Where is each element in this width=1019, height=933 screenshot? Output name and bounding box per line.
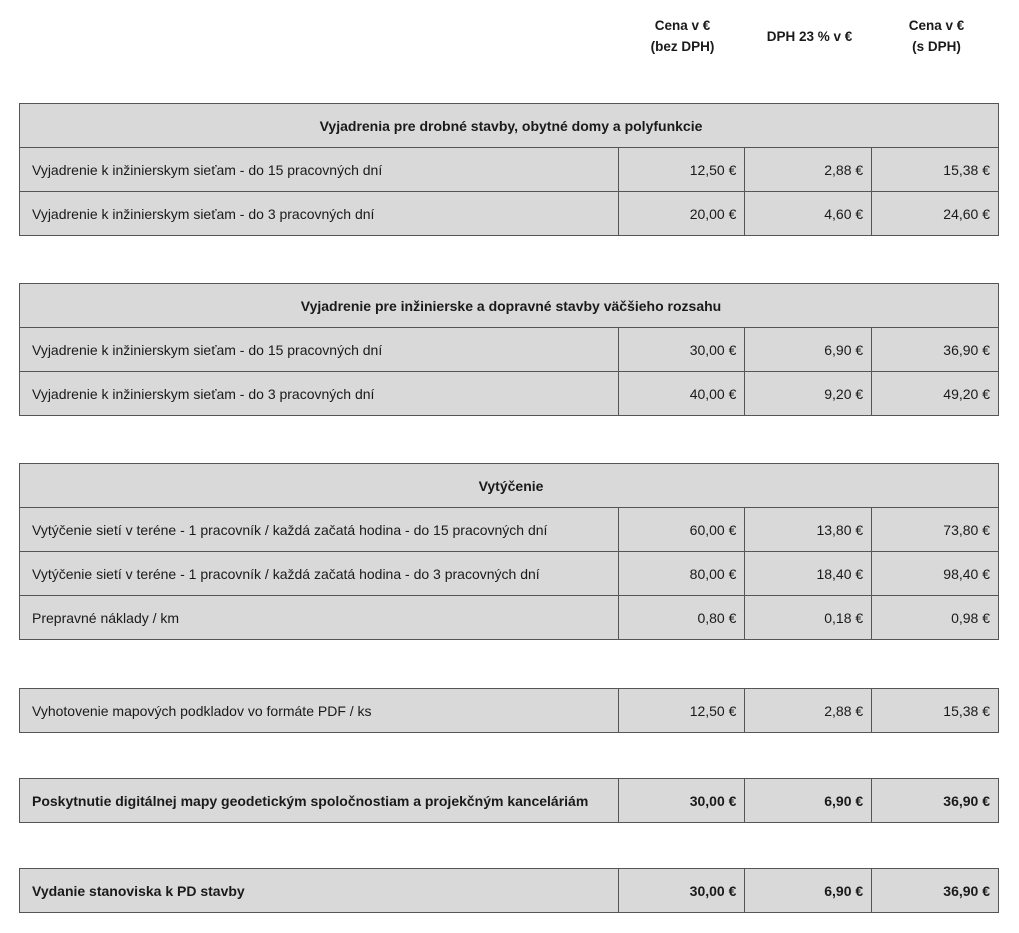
vat-amount: 2,88 €: [744, 688, 873, 733]
item-description: Vytýčenie sietí v teréne - 1 pracovník /…: [19, 507, 619, 552]
item-description: Vyjadrenie k inžinierskym sieťam - do 3 …: [19, 371, 619, 416]
table-row: Vyjadrenie k inžinierskym sieťam - do 3 …: [19, 191, 999, 236]
price-without-vat: 30,00 €: [617, 868, 746, 913]
table-row: Prepravné náklady / km 0,80 €0,18 €0,98 €: [19, 595, 999, 640]
vat-amount: 18,40 €: [744, 551, 873, 596]
section-title: Vyjadrenie pre inžinierske a dopravné st…: [19, 283, 999, 328]
table-row: Vytýčenie sietí v teréne - 1 pracovník /…: [19, 507, 999, 552]
price-section: Vytýčenie Vytýčenie sietí v teréne - 1 pr…: [19, 463, 999, 640]
vat-amount: 6,90 €: [744, 327, 873, 372]
item-description: Vytýčenie sietí v teréne - 1 pracovník /…: [19, 551, 619, 596]
price-with-vat: 73,80 €: [871, 507, 999, 552]
table-row: Poskytnutie digitálnej mapy geodetickým …: [19, 778, 999, 823]
price-section: Poskytnutie digitálnej mapy geodetickým …: [19, 778, 999, 823]
price-without-vat: 12,50 €: [617, 147, 746, 192]
price-with-vat: 15,38 €: [871, 688, 999, 733]
price-with-vat: 98,40 €: [871, 551, 999, 596]
table-row: Vyhotovenie mapových podkladov vo formát…: [19, 688, 999, 733]
column-header-price-with-vat: Cena v € (s DPH): [908, 18, 965, 54]
table-row: Vydanie stanoviska k PD stavby 30,00 €6,9…: [19, 868, 999, 913]
item-description: Poskytnutie digitálnej mapy geodetickým …: [19, 778, 619, 823]
vat-amount: 6,90 €: [744, 868, 873, 913]
table-row: Vyjadrenie k inžinierskym sieťam - do 15…: [19, 327, 999, 372]
item-description: Vyjadrenie k inžinierskym sieťam - do 15…: [19, 147, 619, 192]
table-row: Vyjadrenie k inžinierskym sieťam - do 15…: [19, 147, 999, 192]
section-title: Vytýčenie: [19, 463, 999, 508]
column-header-price-without-vat: Cena v € (bez DPH): [650, 18, 715, 54]
price-without-vat: 12,50 €: [617, 688, 746, 733]
vat-amount: 6,90 €: [744, 778, 873, 823]
price-with-vat: 24,60 €: [871, 191, 999, 236]
item-description: Vyjadrenie k inžinierskym sieťam - do 3 …: [19, 191, 619, 236]
price-section: Vyjadrenia pre drobné stavby, obytné dom…: [19, 103, 999, 236]
price-without-vat: 0,80 €: [617, 595, 746, 640]
section-header-row: Vyjadrenia pre drobné stavby, obytné dom…: [19, 103, 999, 148]
item-description: Vyhotovenie mapových podkladov vo formát…: [19, 688, 619, 733]
column-header-vat: DPH 23 % v €: [766, 29, 853, 44]
price-with-vat: 36,90 €: [871, 868, 999, 913]
vat-amount: 9,20 €: [744, 371, 873, 416]
vat-amount: 2,88 €: [744, 147, 873, 192]
price-without-vat: 20,00 €: [617, 191, 746, 236]
price-without-vat: 30,00 €: [617, 778, 746, 823]
section-header-row: Vytýčenie: [19, 463, 999, 508]
price-without-vat: 60,00 €: [617, 507, 746, 552]
price-section: Vyhotovenie mapových podkladov vo formát…: [19, 688, 999, 733]
price-with-vat: 15,38 €: [871, 147, 999, 192]
vat-amount: 0,18 €: [744, 595, 873, 640]
price-without-vat: 30,00 €: [617, 327, 746, 372]
table-row: Vytýčenie sietí v teréne - 1 pracovník /…: [19, 551, 999, 596]
price-with-vat: 36,90 €: [871, 778, 999, 823]
price-with-vat: 0,98 €: [871, 595, 999, 640]
item-description: Vyjadrenie k inžinierskym sieťam - do 15…: [19, 327, 619, 372]
item-description: Vydanie stanoviska k PD stavby: [19, 868, 619, 913]
section-header-row: Vyjadrenie pre inžinierske a dopravné st…: [19, 283, 999, 328]
price-with-vat: 49,20 €: [871, 371, 999, 416]
section-title: Vyjadrenia pre drobné stavby, obytné dom…: [19, 103, 999, 148]
vat-amount: 4,60 €: [744, 191, 873, 236]
item-description: Prepravné náklady / km: [19, 595, 619, 640]
price-section: Vydanie stanoviska k PD stavby 30,00 €6,9…: [19, 868, 999, 913]
price-section: Vyjadrenie pre inžinierske a dopravné st…: [19, 283, 999, 416]
price-without-vat: 80,00 €: [617, 551, 746, 596]
price-without-vat: 40,00 €: [617, 371, 746, 416]
vat-amount: 13,80 €: [744, 507, 873, 552]
table-row: Vyjadrenie k inžinierskym sieťam - do 3 …: [19, 371, 999, 416]
price-with-vat: 36,90 €: [871, 327, 999, 372]
